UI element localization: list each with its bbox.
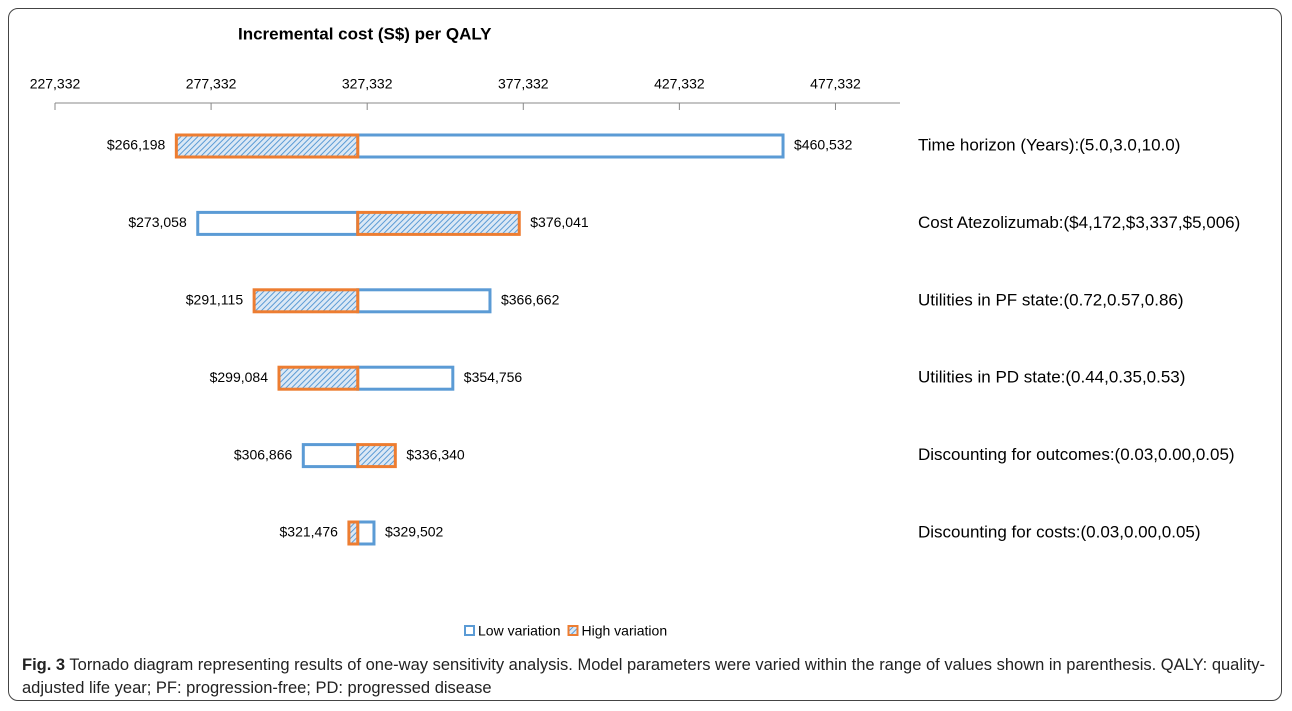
value-label: $299,084 bbox=[210, 369, 269, 385]
bar bbox=[356, 288, 492, 314]
x-tick-label: 477,332 bbox=[810, 76, 861, 92]
bar bbox=[347, 520, 360, 546]
category-label: Cost Atezolizumab:($4,172,$3,337,$5,006) bbox=[918, 213, 1240, 232]
value-label: $460,532 bbox=[794, 137, 853, 153]
category-label: Discounting for costs:(0.03,0.00,0.05) bbox=[918, 522, 1201, 541]
bar bbox=[277, 365, 360, 391]
legend-swatch bbox=[464, 625, 475, 636]
x-tick-label: 277,332 bbox=[186, 76, 237, 92]
bar bbox=[196, 210, 360, 236]
legend-swatch bbox=[567, 625, 579, 636]
value-label: $354,756 bbox=[464, 369, 523, 385]
value-label: $266,198 bbox=[107, 137, 166, 153]
x-tick-label: 227,332 bbox=[30, 76, 81, 92]
bar bbox=[356, 133, 785, 159]
chart-title: Incremental cost (S$) per QALY bbox=[238, 24, 492, 43]
caption: Fig. 3 Tornado diagram representing resu… bbox=[22, 654, 1272, 700]
x-tick-label: 377,332 bbox=[498, 76, 549, 92]
category-label: Utilities in PF state:(0.72,0.57,0.86) bbox=[918, 290, 1184, 309]
caption-text: Tornado diagram representing results of … bbox=[22, 656, 1266, 697]
bar bbox=[356, 520, 376, 546]
bar bbox=[301, 443, 360, 469]
bar bbox=[356, 365, 455, 391]
value-label: $329,502 bbox=[385, 524, 444, 540]
value-label: $273,058 bbox=[128, 214, 187, 230]
x-tick-label: 427,332 bbox=[654, 76, 705, 92]
value-label: $366,662 bbox=[501, 292, 560, 308]
value-label: $376,041 bbox=[530, 214, 589, 230]
bar bbox=[174, 133, 360, 159]
frame bbox=[8, 8, 1282, 701]
legend-label: High variation bbox=[582, 623, 668, 639]
bar bbox=[356, 210, 521, 236]
value-label: $306,866 bbox=[234, 446, 293, 462]
bar bbox=[252, 288, 360, 314]
caption-label: Fig. 3 bbox=[22, 656, 66, 674]
value-label: $321,476 bbox=[280, 524, 339, 540]
category-label: Time horizon (Years):(5.0,3.0,10.0) bbox=[918, 135, 1180, 154]
legend-label: Low variation bbox=[478, 623, 561, 639]
x-tick-label: 327,332 bbox=[342, 76, 393, 92]
bar bbox=[356, 443, 397, 469]
value-label: $291,115 bbox=[186, 292, 244, 308]
category-label: Discounting for outcomes:(0.03,0.00,0.05… bbox=[918, 445, 1235, 464]
value-label: $336,340 bbox=[406, 446, 465, 462]
category-label: Utilities in PD state:(0.44,0.35,0.53) bbox=[918, 368, 1185, 387]
